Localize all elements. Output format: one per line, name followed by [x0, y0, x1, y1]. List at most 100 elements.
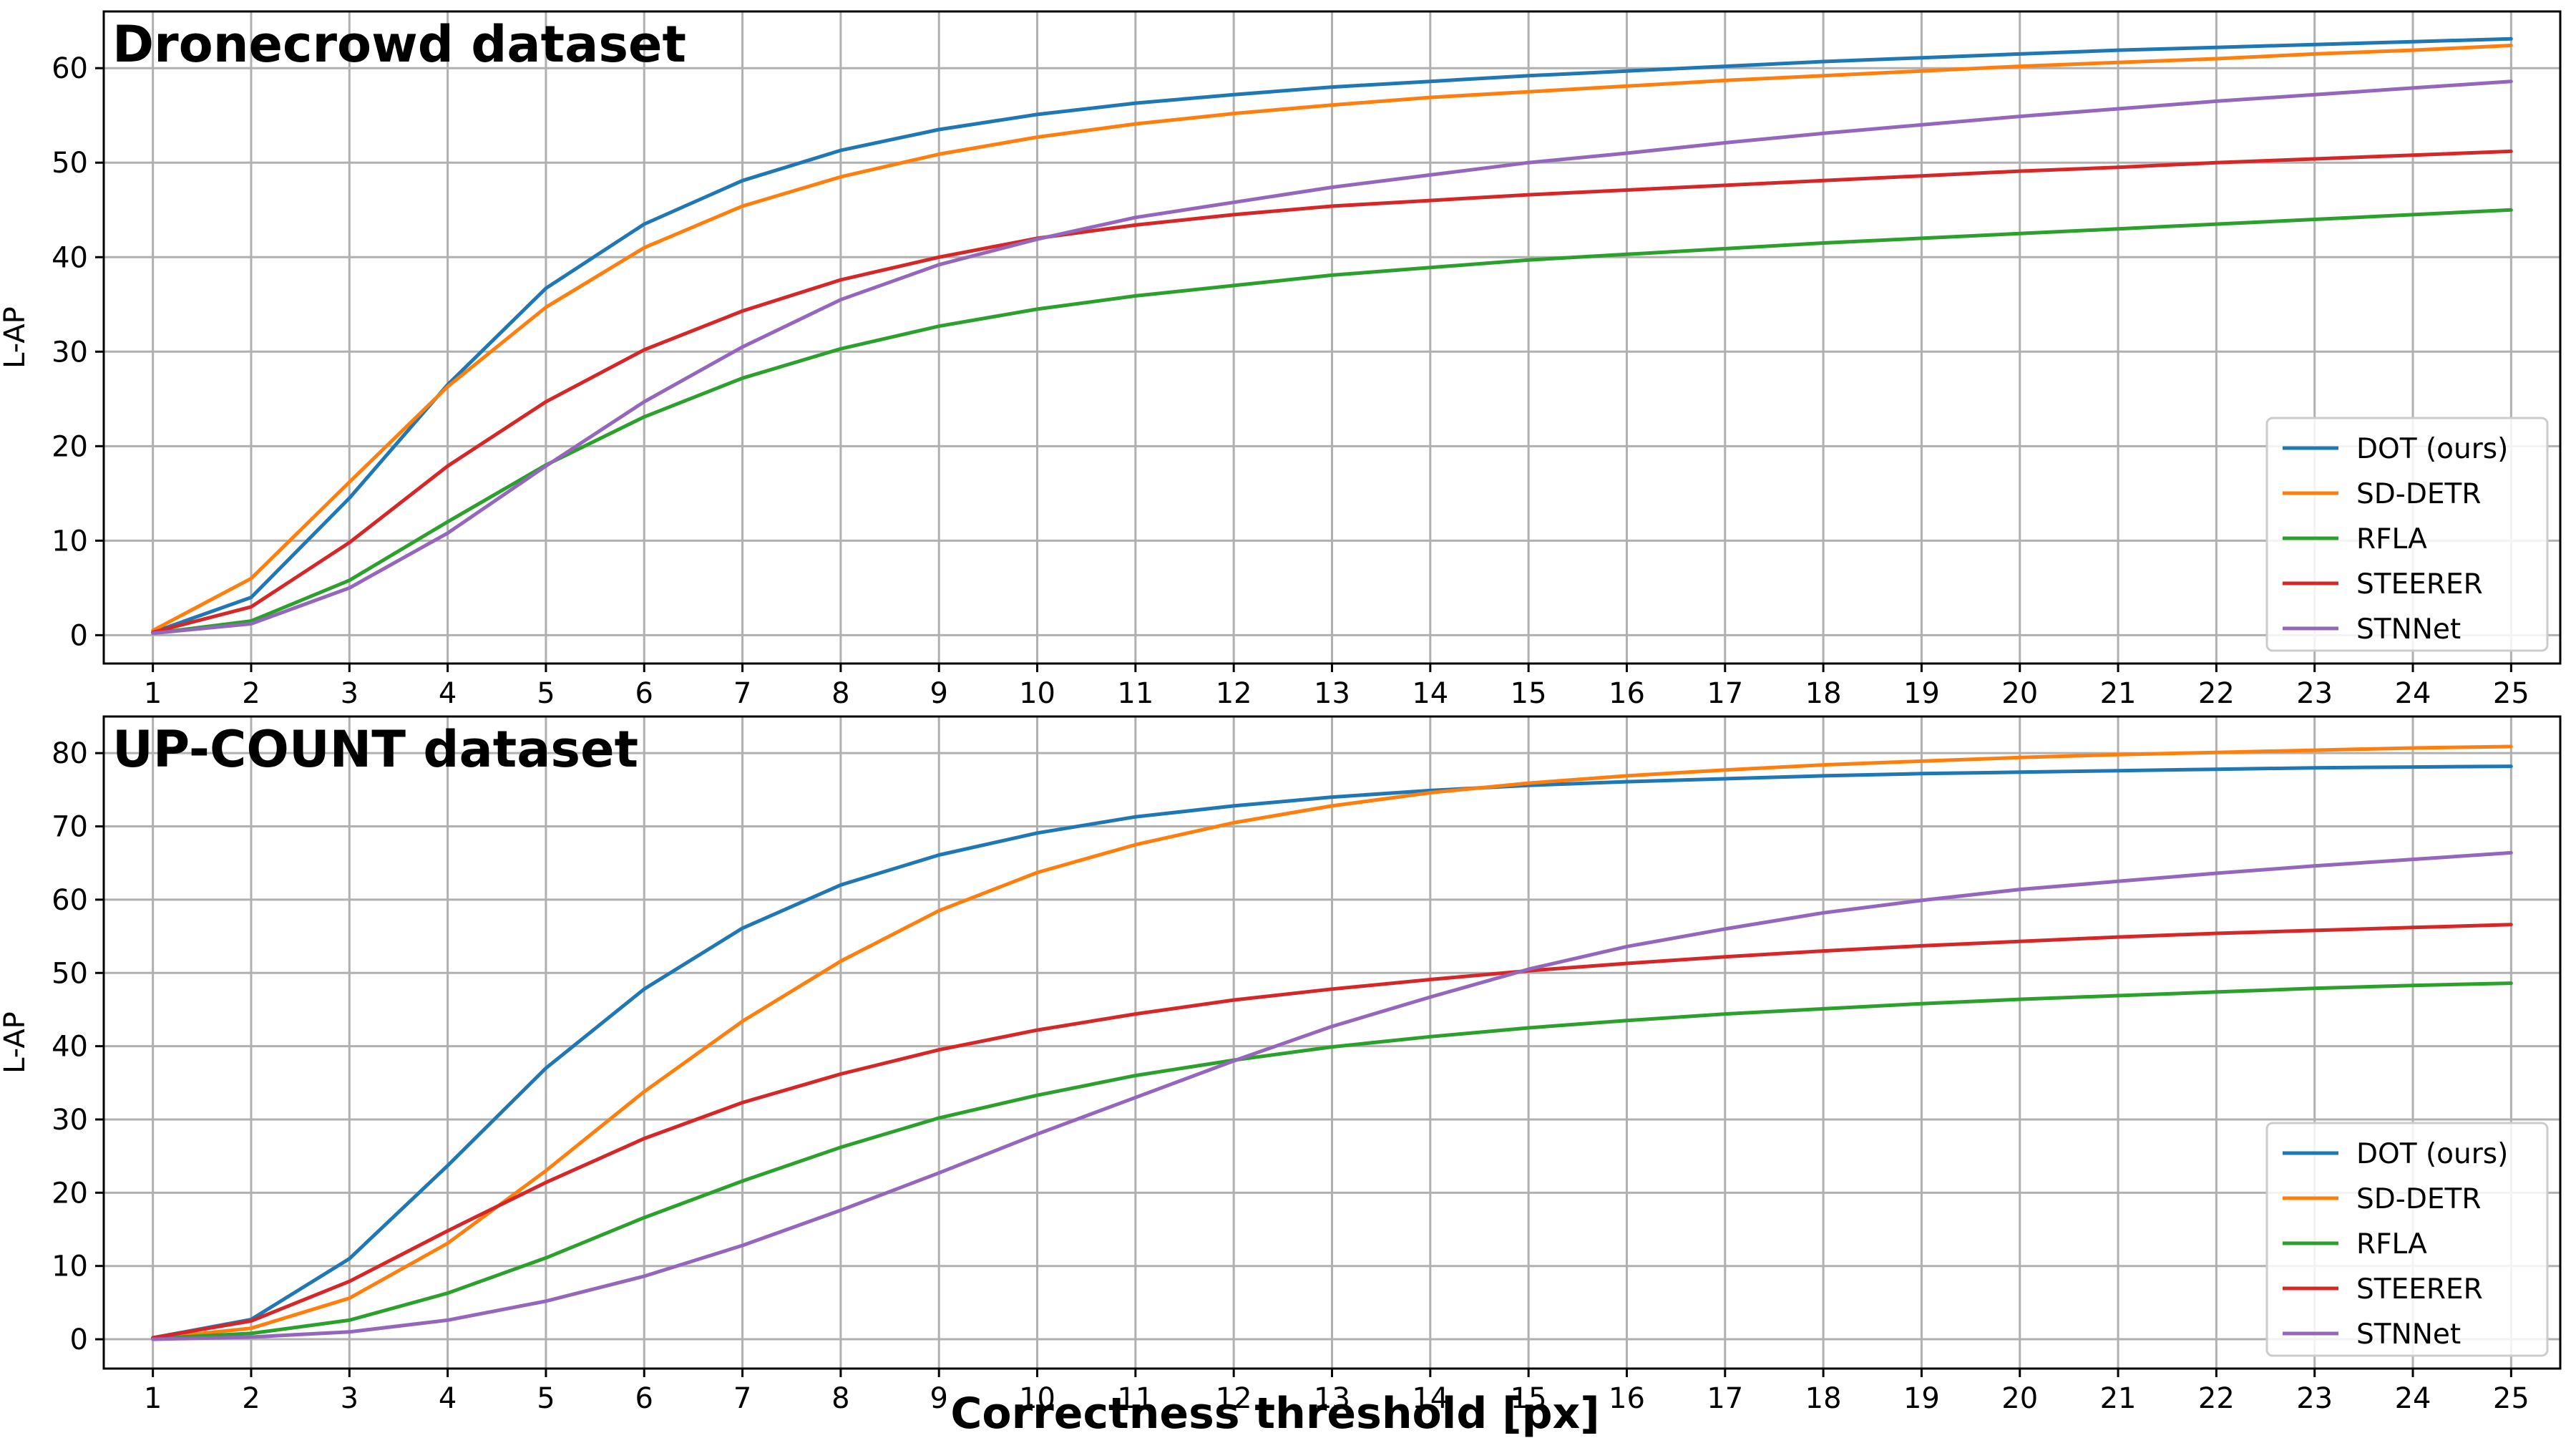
legend-box [2265, 1122, 2549, 1357]
x-tick-label: 20 [2001, 677, 2038, 710]
legend-entry-label: DOT (ours) [2356, 433, 2508, 465]
x-tick-label: 9 [930, 677, 947, 710]
y-tick-label: 60 [52, 884, 88, 917]
y-tick-label: 60 [52, 52, 88, 85]
x-tick-label: 13 [1314, 677, 1350, 710]
y-tick-label: 20 [52, 1177, 88, 1210]
grid [104, 11, 2560, 664]
x-tick-label: 22 [2198, 677, 2235, 710]
x-tick-label: 11 [1117, 1382, 1153, 1415]
x-tick-label: 23 [2296, 1382, 2333, 1415]
x-tick-label: 14 [1412, 677, 1448, 710]
x-tick-label: 10 [1019, 677, 1055, 710]
x-tick-label: 17 [1707, 677, 1743, 710]
y-tick-label: 0 [70, 1323, 88, 1356]
x-tick-label: 20 [2001, 1382, 2038, 1415]
series-line-3 [151, 923, 2513, 1340]
y-tick-label: 30 [52, 1104, 88, 1137]
legend-entry-label: STEERER [2356, 568, 2483, 601]
series-line-3 [151, 149, 2513, 634]
legend: DOT (ours) SD-DETR RFLA STEERER STNNet [2265, 1122, 2549, 1357]
x-tick-label: 5 [537, 677, 555, 710]
x-tick-label: 8 [831, 677, 849, 710]
x-tick-label: 2 [242, 677, 260, 710]
x-tick-label: 6 [635, 1382, 653, 1415]
x-tick-label: 13 [1314, 1382, 1350, 1415]
x-tick-label: 11 [1117, 677, 1153, 710]
x-tick-label: 7 [733, 677, 751, 710]
x-tick-label: 16 [1609, 677, 1645, 710]
x-ticks: 1 2 3 4 5 6 7 8 9 10 11 12 13 14 15 16 17 18 19 20 21 22 23 24 2… [144, 1369, 2529, 1415]
x-tick-label: 14 [1412, 1382, 1448, 1415]
x-tick-label: 25 [2493, 1382, 2529, 1415]
series-line-0 [151, 37, 2513, 634]
x-tick-label: 21 [2100, 1382, 2137, 1415]
x-tick-label: 3 [341, 677, 358, 710]
legend-entry-label: STNNet [2356, 613, 2461, 646]
y-tick-label: 40 [52, 241, 88, 274]
x-tick-label: 17 [1707, 1382, 1743, 1415]
x-tick-label: 18 [1805, 677, 1842, 710]
x-ticks: 1 2 3 4 5 6 7 8 9 10 11 12 13 14 15 16 17 18 19 20 21 22 23 24 2… [144, 664, 2529, 710]
series-line-1 [151, 44, 2513, 633]
x-tick-label: 19 [1903, 677, 1940, 710]
legend-entry-label: RFLA [2356, 1228, 2427, 1260]
x-tick-label: 21 [2100, 677, 2137, 710]
y-tick-label: 40 [52, 1031, 88, 1064]
y-ticks: 0 10 20 30 40 50 60 [52, 52, 104, 652]
x-tick-label: 2 [242, 1382, 260, 1415]
y-axis-label: L-AP [0, 306, 31, 369]
y-tick-label: 50 [52, 957, 88, 990]
x-tick-label: 6 [635, 677, 653, 710]
y-tick-label: 10 [52, 1250, 88, 1283]
x-tick-label: 12 [1216, 677, 1252, 710]
x-tick-label: 1 [144, 1382, 162, 1415]
series-line-0 [151, 764, 2513, 1340]
y-tick-label: 30 [52, 336, 88, 369]
grid [104, 716, 2560, 1369]
x-tick-label: 9 [930, 1382, 947, 1415]
x-tick-label: 4 [439, 677, 457, 710]
legend-entry-label: RFLA [2356, 523, 2427, 555]
x-tick-label: 24 [2395, 1382, 2431, 1415]
legend-entry-label: DOT (ours) [2356, 1138, 2508, 1170]
y-tick-label: 20 [52, 430, 88, 463]
panel-title: Dronecrowd dataset [112, 15, 686, 74]
legend: DOT (ours) SD-DETR RFLA STEERER STNNet [2265, 417, 2549, 652]
y-tick-label: 0 [70, 619, 88, 652]
series-line-1 [151, 744, 2513, 1341]
series-line-4 [151, 850, 2513, 1341]
y-tick-label: 10 [52, 525, 88, 558]
x-tick-label: 12 [1216, 1382, 1252, 1415]
x-tick-label: 15 [1511, 677, 1547, 710]
x-tick-label: 5 [537, 1382, 555, 1415]
series-line-4 [151, 79, 2513, 636]
x-tick-label: 8 [831, 1382, 849, 1415]
x-tick-label: 1 [144, 677, 162, 710]
x-axis-label: Correctness threshold [px] [950, 1389, 1599, 1439]
legend-box [2265, 417, 2549, 652]
x-tick-label: 25 [2493, 677, 2529, 710]
x-tick-label: 16 [1609, 1382, 1645, 1415]
x-tick-label: 19 [1903, 1382, 1940, 1415]
y-axis-label: L-AP [0, 1011, 31, 1074]
legend-entry-label: SD-DETR [2356, 1183, 2481, 1215]
x-tick-label: 24 [2395, 677, 2431, 710]
y-tick-label: 70 [52, 811, 88, 844]
x-tick-label: 23 [2296, 677, 2333, 710]
legend-entry-label: STNNet [2356, 1318, 2461, 1351]
x-tick-label: 18 [1805, 1382, 1842, 1415]
y-ticks: 0 10 20 30 40 50 60 70 80 [52, 737, 104, 1356]
x-tick-label: 3 [341, 1382, 358, 1415]
dronecrowd-panel: 1 2 3 4 5 6 7 8 9 10 11 12 13 14 15 16 17 18 19 20 21 22 23 24 2… [0, 10, 2562, 710]
y-tick-label: 80 [52, 737, 88, 770]
legend-entry-label: STEERER [2356, 1273, 2483, 1306]
legend-entry-label: SD-DETR [2356, 478, 2481, 510]
series-group [151, 744, 2513, 1341]
series-group [151, 37, 2513, 636]
up-count-panel: 1 2 3 4 5 6 7 8 9 10 11 12 13 14 15 16 17 18 19 20 21 22 23 24 2… [0, 715, 2562, 1415]
x-tick-label: 22 [2198, 1382, 2235, 1415]
x-tick-label: 10 [1019, 1382, 1055, 1415]
series-line-2 [151, 981, 2513, 1341]
